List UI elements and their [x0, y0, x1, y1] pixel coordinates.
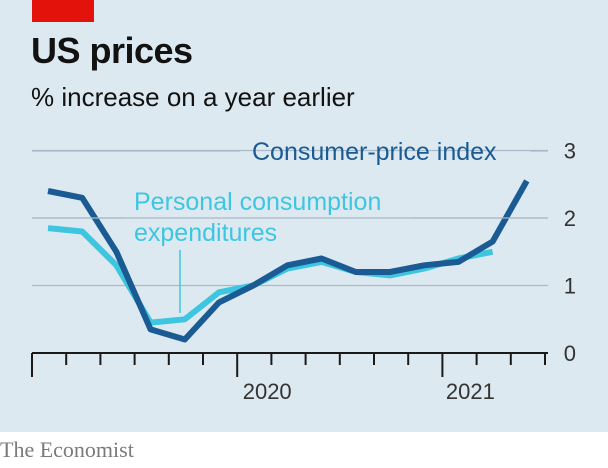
x-tick-label: 2020 — [243, 379, 292, 404]
brand-tag — [32, 0, 94, 22]
annotations: Consumer-price index Personal consumption… — [32, 138, 548, 313]
line-chart: 2020 2021 0 1 2 3 Consumer-price index Person… — [31, 138, 576, 404]
y-tick-label: 0 — [564, 341, 576, 366]
x-tick-label: 2021 — [446, 379, 495, 404]
cpi-series-line — [47, 179, 530, 343]
chart-title: US prices — [31, 30, 193, 71]
cpi-series-label: Consumer-price index — [252, 138, 497, 166]
pce-series-label-line1: Personal consumption — [134, 188, 381, 216]
source-label: The Economist — [0, 437, 134, 462]
x-axis: 2020 2021 — [31, 352, 548, 404]
y-tick-label: 2 — [564, 206, 576, 231]
y-tick-label: 1 — [564, 274, 576, 299]
y-tick-label: 3 — [564, 139, 576, 164]
series-lines — [47, 179, 530, 343]
chart-subtitle: % increase on a year earlier — [31, 82, 355, 112]
y-tick-labels: 0 1 2 3 — [564, 139, 576, 367]
pce-series-label-line2: expenditures — [134, 219, 277, 247]
